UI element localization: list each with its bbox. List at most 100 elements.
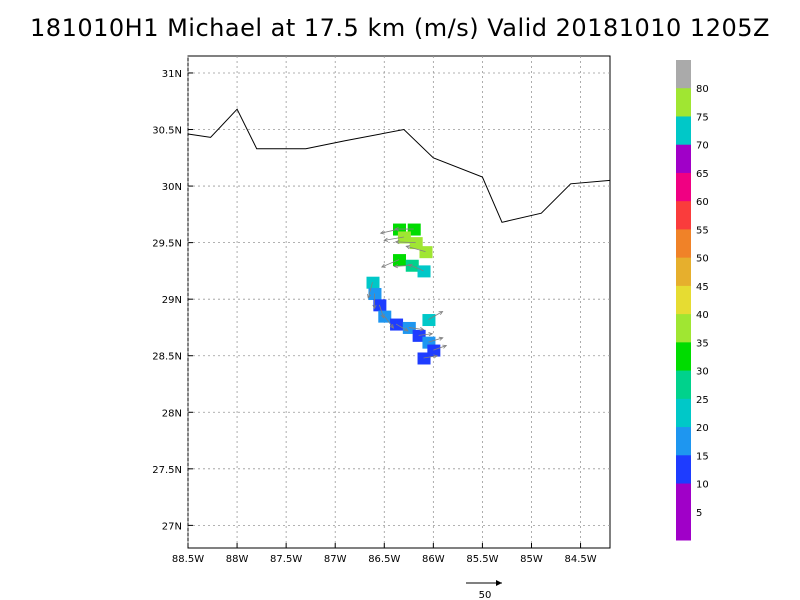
lon-label: 85.5W xyxy=(466,554,498,565)
colorbar-label: 80 xyxy=(696,84,709,95)
wind-vector-head-icon xyxy=(428,332,434,337)
lon-label: 87W xyxy=(324,554,347,565)
lat-label: 28N xyxy=(162,408,182,419)
wind-cell xyxy=(417,265,431,278)
wind-speed-cells xyxy=(366,223,441,365)
reference-vector-label: 50 xyxy=(479,590,492,600)
colorbar-label: 10 xyxy=(696,480,709,491)
wind-cell xyxy=(407,223,421,236)
colorbar: 80 75 70 65 60 55 50 45 40 35 30 25 20 15 10 5 xyxy=(676,60,709,541)
wind-vector-icon xyxy=(406,245,426,253)
lat-label: 28.5N xyxy=(152,352,182,363)
colorbar-swatch xyxy=(676,314,691,343)
lon-label: 85W xyxy=(520,554,543,565)
wind-vector-head-icon xyxy=(442,344,448,349)
colorbar-swatch xyxy=(676,144,691,174)
wind-vector-icon xyxy=(367,282,373,298)
lon-label: 86W xyxy=(422,554,445,565)
wind-vector-head-icon xyxy=(403,327,409,332)
lon-label: 88.5W xyxy=(172,554,204,565)
wind-vector-head-icon xyxy=(405,245,411,250)
wind-cell xyxy=(393,254,406,267)
wind-cell xyxy=(412,329,426,342)
lat-label: 30N xyxy=(162,182,182,193)
wind-vector-head-icon xyxy=(394,226,399,232)
wind-cell xyxy=(422,314,436,327)
colorbar-swatch xyxy=(676,229,691,259)
colorbar-label: 55 xyxy=(696,225,709,236)
colorbar-swatch xyxy=(676,60,691,89)
wind-vector-head-icon xyxy=(438,336,444,341)
colorbar-swatch xyxy=(676,511,691,541)
colorbar-label: 20 xyxy=(696,423,709,434)
lon-label: 86.5W xyxy=(368,554,400,565)
wind-vectors xyxy=(367,226,448,359)
wind-cell xyxy=(417,352,431,365)
wind-vector-icon xyxy=(428,337,443,343)
lon-label: 84.5W xyxy=(564,554,596,565)
wind-vector-head-icon xyxy=(379,230,385,235)
lat-label: 27N xyxy=(162,521,182,532)
wind-vector-icon xyxy=(418,333,433,336)
map-frame xyxy=(187,55,611,549)
wind-vector-head-icon xyxy=(394,239,400,245)
reference-vector: 50 xyxy=(466,580,502,600)
wind-vector-head-icon xyxy=(419,327,425,332)
wind-cell xyxy=(419,246,433,259)
wind-vector-head-icon xyxy=(407,263,413,268)
colorbar-label: 65 xyxy=(696,169,709,180)
coastline xyxy=(187,108,611,223)
colorbar-swatch xyxy=(676,285,691,315)
lat-label: 29.5N xyxy=(152,239,182,250)
wind-vector-icon xyxy=(408,264,424,272)
wind-cell xyxy=(409,237,423,250)
colorbar-swatch xyxy=(676,342,691,372)
wind-vector-icon xyxy=(423,355,438,359)
wind-vector-icon xyxy=(395,241,416,244)
lon-label: 88W xyxy=(226,554,249,565)
colorbar-swatch xyxy=(676,88,691,117)
wind-vector-head-icon xyxy=(380,313,385,319)
colorbar-label: 25 xyxy=(696,395,709,406)
colorbar-label: 5 xyxy=(696,508,702,519)
colorbar-swatch xyxy=(676,172,691,202)
plot-title: 181010H1 Michael at 17.5 km (m/s) Valid … xyxy=(30,14,770,42)
colorbar-swatch xyxy=(676,370,691,400)
longitude-labels: 88.5W 88W 87.5W 87W 86.5W 86W 85.5W 85W 84.5W xyxy=(172,554,597,565)
reference-arrowhead-icon xyxy=(496,580,502,586)
lat-label: 27.5N xyxy=(152,465,182,476)
colorbar-label: 35 xyxy=(696,338,709,349)
wind-vector-icon xyxy=(428,311,443,320)
wind-cell xyxy=(366,276,380,289)
colorbar-label: 60 xyxy=(696,197,709,208)
wind-vector-icon xyxy=(408,327,424,330)
wind-vector-head-icon xyxy=(393,264,399,269)
wind-vector-icon xyxy=(383,315,394,329)
colorbar-label: 75 xyxy=(696,112,709,123)
wind-vector-head-icon xyxy=(380,263,386,268)
wind-vector-icon xyxy=(378,304,385,319)
colorbar-swatch xyxy=(676,398,691,428)
latitude-labels: 31N 30.5N 30N 29.5N 29N 28.5N 28N 27.5N 27N xyxy=(152,69,182,532)
colorbar-label: 30 xyxy=(696,367,709,378)
wind-cell xyxy=(368,288,382,301)
colorbar-swatch xyxy=(676,427,691,456)
lat-label: 31N xyxy=(162,69,182,80)
wind-vector-head-icon xyxy=(372,304,377,310)
lat-label: 29N xyxy=(162,295,182,306)
colorbar-swatch xyxy=(676,116,691,146)
wind-vector-icon xyxy=(433,345,447,351)
wind-vector-head-icon xyxy=(383,237,389,242)
colorbar-label: 45 xyxy=(696,282,709,293)
colorbar-swatch xyxy=(676,455,691,485)
wind-vector-icon xyxy=(395,323,409,332)
wind-vector-icon xyxy=(394,264,412,267)
wind-vector-icon xyxy=(384,236,404,241)
colorbar-label: 50 xyxy=(696,254,709,265)
wind-vector-head-icon xyxy=(367,293,372,299)
wind-vector-icon xyxy=(381,259,400,268)
colorbar-label: 40 xyxy=(696,310,709,321)
colorbar-swatch xyxy=(676,201,691,230)
colorbar-swatch xyxy=(676,257,691,287)
